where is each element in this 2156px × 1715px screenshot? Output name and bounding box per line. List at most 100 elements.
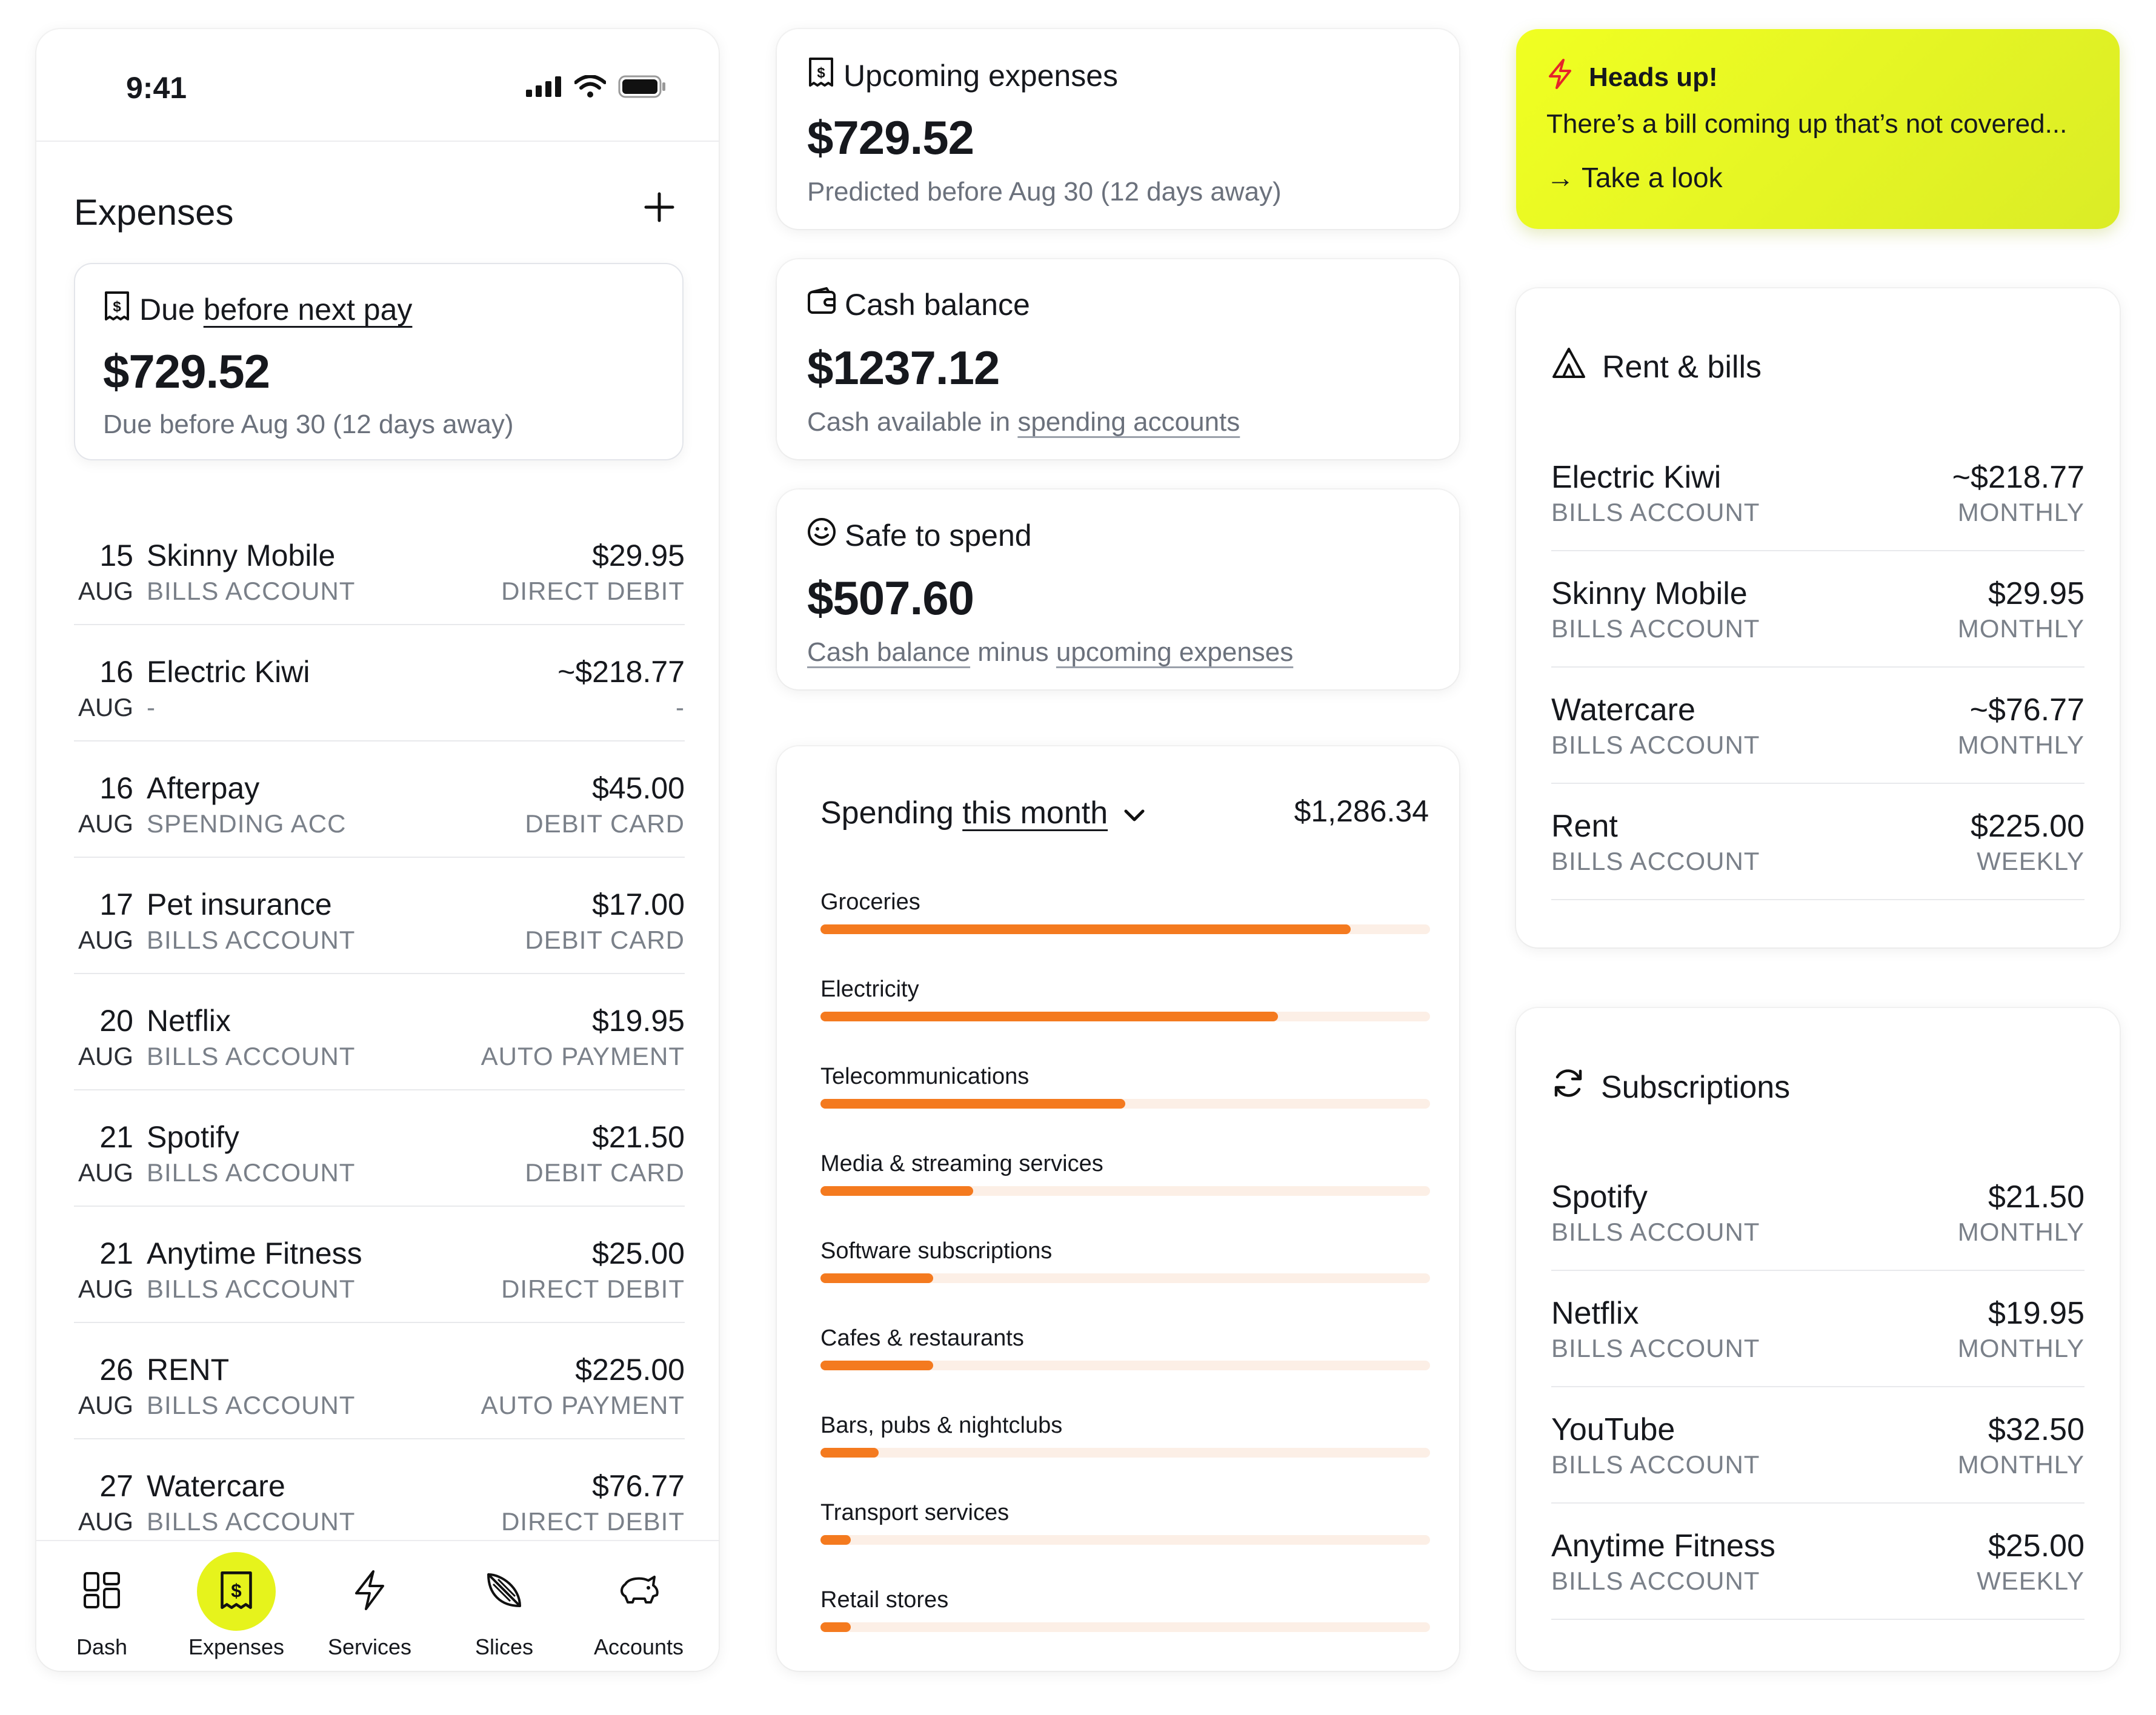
expense-account: - bbox=[147, 693, 156, 721]
next-pay-link[interactable]: before next pay bbox=[203, 293, 413, 327]
bill-row[interactable]: Rent BILLS ACCOUNT $225.00 WEEKLY bbox=[1551, 784, 2084, 900]
grid-icon bbox=[82, 1571, 121, 1613]
tab-dash[interactable]: Dash bbox=[41, 1552, 162, 1660]
spending-category-row[interactable]: Cafes & restaurants bbox=[820, 1325, 1430, 1413]
category-bar-fill bbox=[820, 924, 1351, 934]
expense-payment-method: AUTO PAYMENT bbox=[481, 1391, 685, 1419]
expense-row[interactable]: 16 AUG Electric Kiwi - ~$218.77 - bbox=[74, 625, 685, 741]
bill-row[interactable]: Skinny Mobile BILLS ACCOUNT $29.95 MONTHLY bbox=[1551, 551, 2084, 668]
spending-period-selector[interactable]: Spending this month bbox=[820, 795, 1146, 831]
item-amount: $25.00 bbox=[1988, 1528, 2084, 1564]
subscription-row[interactable]: Spotify BILLS ACCOUNT $21.50 MONTHLY bbox=[1551, 1155, 2084, 1271]
category-label: Telecommunications bbox=[820, 1064, 1030, 1089]
spending-category-row[interactable]: Groceries bbox=[820, 889, 1430, 977]
spending-this-month-card: Spending this month $1,286.34 Groceries E… bbox=[777, 746, 1459, 1671]
expense-row[interactable]: 15 AUG Skinny Mobile BILLS ACCOUNT $29.95 DIR… bbox=[74, 509, 685, 625]
expense-amount: $29.95 bbox=[592, 539, 685, 572]
item-amount: ~$218.77 bbox=[1952, 460, 2084, 495]
card-title: Safe to spend bbox=[845, 519, 1032, 552]
item-account: BILLS ACCOUNT bbox=[1551, 1450, 1760, 1479]
status-time: 9:41 bbox=[126, 71, 187, 105]
category-bar-track bbox=[820, 1448, 1430, 1458]
spending-category-row[interactable]: Retail stores bbox=[820, 1587, 1430, 1674]
bill-row[interactable]: Electric Kiwi BILLS ACCOUNT ~$218.77 MONTHL… bbox=[1551, 435, 2084, 551]
subscription-row[interactable]: YouTube BILLS ACCOUNT $32.50 MONTHLY bbox=[1551, 1387, 2084, 1504]
category-bar-fill bbox=[820, 1361, 934, 1370]
category-bar-track bbox=[820, 1186, 1430, 1196]
bill-row[interactable]: Watercare BILLS ACCOUNT ~$76.77 MONTHLY bbox=[1551, 668, 2084, 784]
spending-category-row[interactable]: Software subscriptions bbox=[820, 1238, 1430, 1325]
expense-month: AUG bbox=[78, 1158, 133, 1187]
expense-row[interactable]: 17 AUG Pet insurance BILLS ACCOUNT $17.00 DEB… bbox=[74, 858, 685, 974]
tab-label: Slices bbox=[474, 1634, 534, 1659]
expense-name: Electric Kiwi bbox=[147, 655, 310, 689]
cash-balance-card[interactable]: Cash balance $1237.12 Cash available in … bbox=[777, 259, 1459, 459]
category-label: Transport services bbox=[820, 1500, 1010, 1525]
expense-payment-method: - bbox=[676, 693, 685, 721]
expense-amount: $21.50 bbox=[592, 1120, 685, 1154]
spending-category-row[interactable]: Electricity bbox=[820, 977, 1430, 1064]
expense-row[interactable]: 20 AUG Netflix BILLS ACCOUNT $19.95 AUTO PAYM… bbox=[74, 974, 685, 1090]
category-bar-track bbox=[820, 1535, 1430, 1545]
svg-text:$: $ bbox=[231, 1580, 241, 1601]
expense-row[interactable]: 21 AUG Anytime Fitness BILLS ACCOUNT $25.00 D… bbox=[74, 1207, 685, 1323]
due-card-heading-plain: Due bbox=[139, 293, 195, 327]
card-title: Rent & bills bbox=[1602, 349, 1762, 385]
expense-month: AUG bbox=[78, 1507, 133, 1536]
expense-payment-method: AUTO PAYMENT bbox=[481, 1042, 685, 1070]
spending-category-row[interactable]: Telecommunications bbox=[820, 1064, 1430, 1151]
subscription-row[interactable]: Anytime Fitness BILLS ACCOUNT $25.00 WEEKLY bbox=[1551, 1504, 2084, 1620]
item-account: BILLS ACCOUNT bbox=[1551, 1218, 1760, 1246]
tab-label: Services bbox=[327, 1634, 412, 1659]
expense-row[interactable]: 27 AUG Watercare BILLS ACCOUNT $76.77 DIRECT … bbox=[74, 1439, 685, 1556]
tab-label: Dash bbox=[76, 1634, 128, 1659]
expense-day: 26 bbox=[99, 1353, 133, 1387]
lightning-icon bbox=[350, 1569, 389, 1614]
tab-accounts[interactable]: Accounts bbox=[578, 1552, 699, 1660]
item-name: Watercare bbox=[1551, 692, 1695, 728]
add-expense-button[interactable] bbox=[636, 185, 682, 231]
receipt-icon: $ bbox=[218, 1570, 255, 1613]
expense-account: BILLS ACCOUNT bbox=[147, 1158, 356, 1187]
tab-label: Expenses bbox=[188, 1634, 285, 1659]
piggy-bank-icon bbox=[617, 1571, 660, 1613]
chevron-down-icon bbox=[1122, 795, 1146, 831]
take-a-look-link[interactable]: → Take a look bbox=[1546, 162, 1723, 193]
cash-balance-link[interactable]: Cash balance bbox=[807, 637, 971, 667]
tab-expenses[interactable]: $ Expenses bbox=[176, 1552, 297, 1660]
item-account: BILLS ACCOUNT bbox=[1551, 614, 1760, 643]
spending-category-row[interactable]: Media & streaming services bbox=[820, 1151, 1430, 1238]
spending-category-row[interactable]: Bars, pubs & nightclubs bbox=[820, 1413, 1430, 1500]
item-name: Anytime Fitness bbox=[1551, 1528, 1775, 1564]
wallet-icon bbox=[807, 287, 836, 322]
expense-row[interactable]: 16 AUG Afterpay SPENDING ACC $45.00 DEBIT CAR… bbox=[74, 741, 685, 858]
plus-icon bbox=[644, 191, 675, 226]
category-bar-fill bbox=[820, 1273, 934, 1283]
expense-month: AUG bbox=[78, 1042, 133, 1070]
svg-text:$: $ bbox=[817, 65, 825, 81]
expense-name: Watercare bbox=[147, 1469, 285, 1503]
tab-services[interactable]: Services bbox=[309, 1552, 430, 1660]
spending-accounts-link[interactable]: spending accounts bbox=[1017, 407, 1240, 437]
category-bar-fill bbox=[820, 1099, 1125, 1109]
cellular-signal-icon bbox=[526, 76, 562, 100]
category-bar-track bbox=[820, 1361, 1430, 1370]
category-bar-fill bbox=[820, 1535, 851, 1545]
item-amount: $29.95 bbox=[1988, 576, 2084, 611]
category-bar-fill bbox=[820, 1186, 973, 1196]
tab-slices[interactable]: Slices bbox=[444, 1552, 565, 1660]
due-before-next-pay-card[interactable]: $ Due before next pay $729.52 Due before… bbox=[74, 263, 684, 460]
expense-name: RENT bbox=[147, 1353, 230, 1387]
expense-month: AUG bbox=[78, 577, 133, 605]
expense-row[interactable]: 21 AUG Spotify BILLS ACCOUNT $21.50 DEBIT CAR… bbox=[74, 1090, 685, 1207]
wifi-icon bbox=[574, 75, 607, 101]
heads-up-alert[interactable]: Heads up! There’s a bill coming up that’… bbox=[1516, 29, 2120, 229]
expense-row[interactable]: 26 AUG RENT BILLS ACCOUNT $225.00 AUTO PAYMEN… bbox=[74, 1323, 685, 1439]
spending-category-row[interactable]: Transport services bbox=[820, 1500, 1430, 1587]
subscription-row[interactable]: Netflix BILLS ACCOUNT $19.95 MONTHLY bbox=[1551, 1271, 2084, 1387]
upcoming-expenses-card[interactable]: $ Upcoming expenses $729.52 Predicted be… bbox=[777, 29, 1459, 229]
item-amount: ~$76.77 bbox=[1969, 692, 2084, 728]
expense-amount: $45.00 bbox=[592, 771, 685, 805]
upcoming-expenses-link[interactable]: upcoming expenses bbox=[1056, 637, 1294, 667]
safe-to-spend-card[interactable]: Safe to spend $507.60 Cash balance minus… bbox=[777, 489, 1459, 689]
